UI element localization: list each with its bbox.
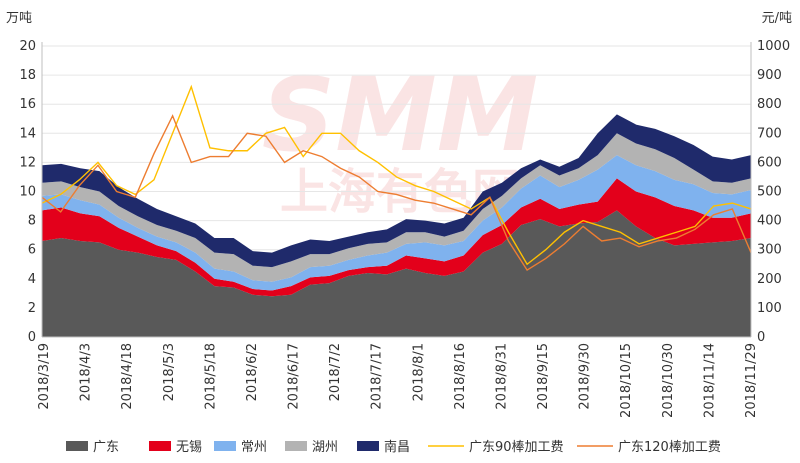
y-left-tick-label: 14: [19, 126, 36, 141]
y-right-tick-label: 900: [757, 68, 782, 83]
y-left-tick-label: 16: [19, 97, 36, 112]
y-right-tick-label: 700: [757, 126, 782, 141]
line-series-1: [41, 114, 752, 272]
y-right-tick-label: 1000: [757, 39, 790, 54]
y-left-tick-label: 2: [28, 301, 36, 316]
legend-swatch: [357, 441, 379, 451]
x-tick-label: 2018/6/2: [245, 343, 260, 401]
x-tick-label: 2018/7/2: [328, 343, 343, 401]
legend-label: 常州: [241, 440, 267, 455]
x-tick-label: 2018/8/16: [453, 343, 468, 410]
y-left-tick-label: 0: [28, 330, 36, 345]
line-series-0: [41, 84, 752, 266]
x-tick-label: 2018/10/15: [619, 343, 634, 418]
y-left-tick-label: 12: [19, 155, 36, 170]
area-series-4: [42, 114, 751, 268]
legend-swatch: [66, 441, 88, 451]
y-left-tick-label: 20: [19, 39, 36, 54]
legend-label: 南昌: [384, 439, 410, 455]
y-left-tick-label: 4: [28, 272, 36, 287]
x-tick-label: 2018/4/3: [79, 343, 94, 401]
y-right-tick-label: 100: [757, 301, 782, 316]
y-right-tick-label: 200: [757, 272, 782, 287]
x-tick-label: 2018/9/30: [578, 343, 593, 410]
area-series-0: [42, 210, 751, 337]
y-right-tick-label: 600: [757, 155, 782, 170]
legend-label: 无锡: [176, 440, 202, 455]
axes: 0246810121416182001002003004005006007008…: [19, 39, 790, 418]
x-tick-label: 2018/4/18: [120, 343, 135, 410]
line-series: [41, 84, 752, 272]
legend-label: 广东: [93, 440, 119, 455]
x-tick-label: 2018/10/30: [661, 343, 676, 418]
legend-label: 湖州: [312, 440, 338, 455]
y-right-tick-label: 500: [757, 185, 782, 200]
x-tick-label: 2018/5/18: [203, 343, 218, 410]
right-axis-unit: 元/吨: [762, 11, 792, 26]
x-tick-label: 2018/8/1: [411, 343, 426, 401]
y-left-tick-label: 6: [28, 243, 36, 258]
x-tick-label: 2018/11/14: [702, 343, 717, 418]
x-tick-label: 2018/8/31: [494, 343, 509, 410]
legend: 广东 无锡 常州 湖州 南昌 广东90棒加工费 广东120棒加工费: [66, 439, 721, 455]
y-left-tick-label: 8: [28, 214, 36, 229]
legend-swatch: [214, 441, 236, 451]
area-series-1: [42, 178, 751, 297]
y-left-tick-label: 18: [19, 68, 36, 83]
legend-label: 广东90棒加工费: [469, 440, 564, 455]
area-series-3: [42, 133, 751, 282]
y-right-tick-label: 0: [757, 330, 765, 345]
watermark-logo-text: SMM: [262, 56, 538, 175]
y-right-tick-label: 800: [757, 97, 782, 112]
x-tick-label: 2018/11/29: [744, 343, 759, 418]
legend-swatch: [285, 441, 307, 451]
x-tick-label: 2018/9/15: [536, 343, 551, 410]
y-right-tick-label: 400: [757, 214, 782, 229]
y-left-tick-label: 10: [19, 185, 36, 200]
area-series-2: [42, 155, 751, 291]
left-axis-unit: 万吨: [6, 11, 32, 26]
legend-swatch: [149, 441, 171, 451]
x-tick-label: 2018/3/19: [37, 343, 52, 410]
legend-label: 广东120棒加工费: [618, 440, 721, 455]
x-tick-label: 2018/5/3: [162, 343, 177, 401]
stacked-areas: [42, 114, 751, 337]
x-tick-label: 2018/6/17: [287, 343, 302, 410]
x-tick-label: 2018/7/17: [370, 343, 385, 410]
y-right-tick-label: 300: [757, 243, 782, 258]
